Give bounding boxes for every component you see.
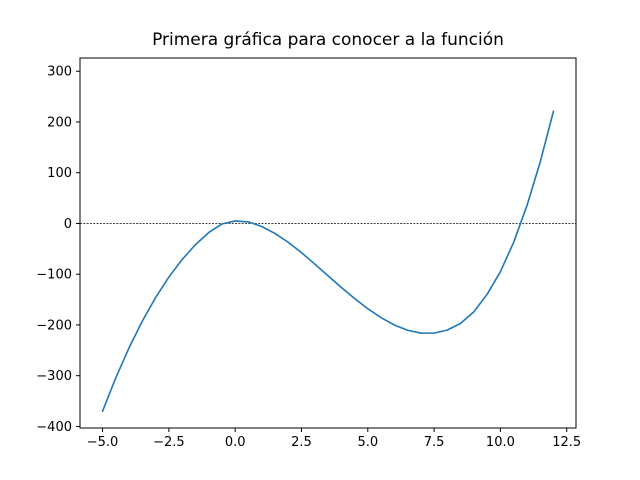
x-tick-label: 0.0	[225, 435, 246, 450]
chart-title: Primera gráfica para conocer a la funció…	[152, 30, 504, 50]
y-axis: −400 −300 −200 −100 0 100 200 300	[36, 65, 80, 435]
y-tick-label: 0	[64, 217, 72, 232]
x-tick-label: 10.0	[486, 435, 515, 450]
x-tick-label: −2.5	[153, 435, 185, 450]
y-tick-label: 300	[47, 65, 72, 80]
x-axis: −5.0 −2.5 0.0 2.5 5.0 7.5 10.0 12.5	[87, 428, 581, 450]
plot-frame	[79, 57, 577, 429]
y-tick-label: 200	[47, 115, 72, 130]
x-tick-label: 12.5	[552, 435, 581, 450]
y-tick-label: −300	[36, 369, 72, 384]
x-tick-label: −5.0	[87, 435, 119, 450]
x-tick-label: 2.5	[291, 435, 312, 450]
series-layer	[101, 110, 555, 413]
y-tick-label: −200	[36, 318, 72, 333]
y-tick-label: −100	[36, 268, 72, 283]
series-line	[101, 110, 555, 413]
y-tick-label: 100	[47, 166, 72, 181]
x-tick-label: 5.0	[357, 435, 378, 450]
x-tick-label: 7.5	[424, 435, 445, 450]
y-tick-label: −400	[36, 420, 72, 435]
